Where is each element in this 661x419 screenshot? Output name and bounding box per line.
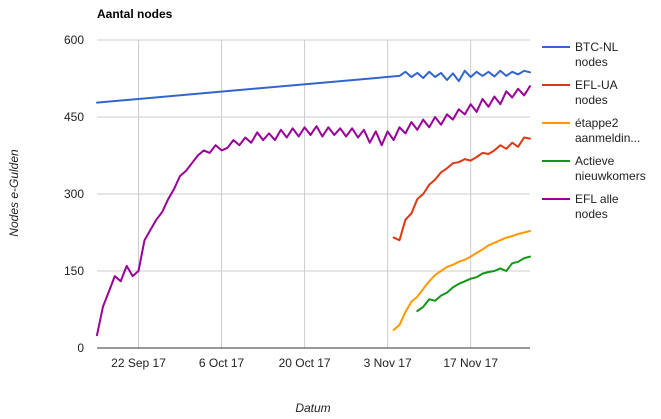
x-tick-label: 20 Oct 17 — [279, 356, 331, 370]
x-tick-label: 6 Oct 17 — [199, 356, 245, 370]
series-line-1 — [392, 136, 531, 242]
chart-title: Aantal nodes — [97, 7, 173, 21]
legend-label-line2: nodes — [575, 93, 608, 107]
y-tick-label: 600 — [64, 33, 84, 47]
legend-label-line1: EFL alle — [575, 192, 619, 206]
series-lines — [96, 69, 531, 337]
series-line-0 — [96, 69, 531, 104]
series-line-4 — [96, 85, 531, 337]
x-tick-label: 22 Sep 17 — [111, 356, 166, 370]
y-tick-label: 0 — [77, 341, 84, 355]
x-tick-label: 3 Nov 17 — [364, 356, 412, 370]
series-line-2 — [392, 230, 531, 331]
x-axis-label: Datum — [295, 401, 330, 415]
grid-lines — [97, 39, 530, 348]
series-line-3 — [416, 255, 531, 312]
legend-label-line2: aanmeldin... — [575, 131, 640, 145]
x-axis-ticks: 22 Sep 17 6 Oct 17 20 Oct 17 3 Nov 17 17 Nov… — [111, 356, 498, 370]
y-axis-ticks: 0 150 300 450 600 — [64, 33, 84, 355]
legend-label-line1: étappe2 — [575, 116, 619, 130]
legend-label-line1: Actieve — [575, 154, 615, 168]
legend-label-line1: EFL-UA — [575, 78, 618, 92]
y-axis-label: Nodes e-Gulden — [7, 149, 21, 237]
legend-label-line2: nodes — [575, 55, 608, 69]
legend-label-line1: BTC-NL — [575, 40, 619, 54]
y-tick-label: 300 — [64, 187, 84, 201]
legend-item: étappe2aanmeldin... — [542, 116, 640, 145]
x-tick-label: 17 Nov 17 — [443, 356, 498, 370]
y-tick-label: 150 — [64, 264, 84, 278]
y-tick-label: 450 — [64, 110, 84, 124]
legend: BTC-NLnodesEFL-UAnodesétappe2aanmeldin..… — [542, 40, 646, 221]
legend-label-line2: nieuwkomers — [575, 169, 646, 183]
legend-label-line2: nodes — [575, 207, 608, 221]
